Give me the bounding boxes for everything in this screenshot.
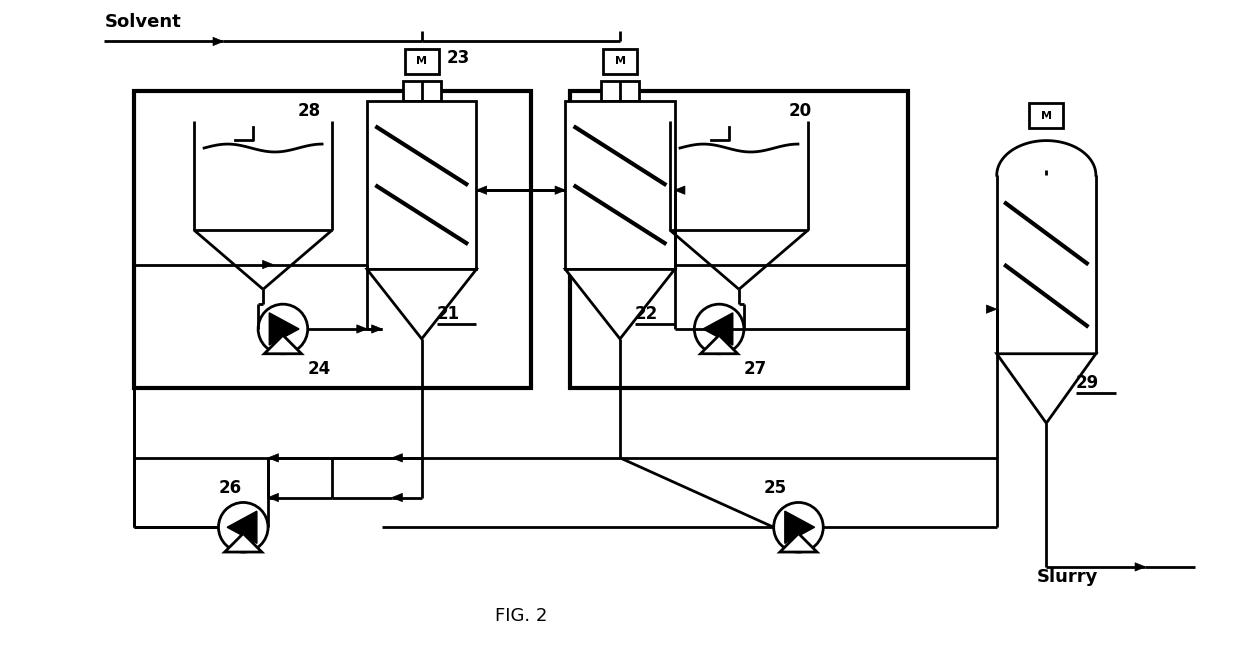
Text: 26: 26 [218, 478, 242, 496]
Text: 21: 21 [436, 305, 460, 323]
Polygon shape [986, 305, 997, 313]
Text: 23: 23 [446, 49, 470, 67]
Text: Slurry: Slurry [1037, 568, 1097, 586]
Bar [134, 91, 531, 389]
Polygon shape [703, 313, 733, 345]
Polygon shape [268, 493, 279, 502]
Bar [601, 80, 639, 101]
Bar [404, 49, 439, 74]
Text: 29: 29 [1076, 374, 1100, 393]
Bar [603, 49, 637, 74]
Polygon shape [367, 269, 476, 339]
Polygon shape [556, 186, 565, 194]
Polygon shape [476, 186, 486, 194]
Bar [570, 91, 908, 389]
Text: Solvent: Solvent [104, 12, 181, 31]
Text: M: M [1040, 111, 1052, 121]
Polygon shape [263, 260, 273, 269]
Text: FIG. 2: FIG. 2 [495, 607, 547, 626]
Text: 27: 27 [744, 360, 768, 378]
Circle shape [218, 502, 268, 552]
Bar [1029, 103, 1063, 129]
Circle shape [694, 304, 744, 354]
Polygon shape [1135, 563, 1146, 571]
Bar [367, 101, 476, 269]
Polygon shape [264, 335, 301, 354]
Polygon shape [372, 324, 382, 333]
Polygon shape [224, 533, 262, 552]
Polygon shape [675, 186, 684, 194]
Polygon shape [392, 493, 402, 502]
Polygon shape [780, 533, 817, 552]
Polygon shape [701, 335, 738, 354]
Bar [565, 101, 675, 269]
Circle shape [258, 304, 308, 354]
Text: M: M [417, 56, 428, 66]
Polygon shape [565, 269, 675, 339]
Text: M: M [615, 56, 625, 66]
Polygon shape [269, 313, 299, 345]
Polygon shape [785, 511, 815, 543]
Polygon shape [268, 454, 279, 462]
Text: 24: 24 [308, 360, 331, 378]
Polygon shape [213, 37, 223, 45]
Polygon shape [997, 354, 1096, 423]
Text: 25: 25 [764, 478, 787, 496]
Text: 22: 22 [635, 305, 658, 323]
Polygon shape [357, 324, 367, 333]
Text: 28: 28 [298, 102, 321, 120]
Polygon shape [392, 454, 402, 462]
Bar [403, 80, 440, 101]
Polygon shape [227, 511, 257, 543]
Circle shape [774, 502, 823, 552]
Text: 20: 20 [789, 102, 812, 120]
